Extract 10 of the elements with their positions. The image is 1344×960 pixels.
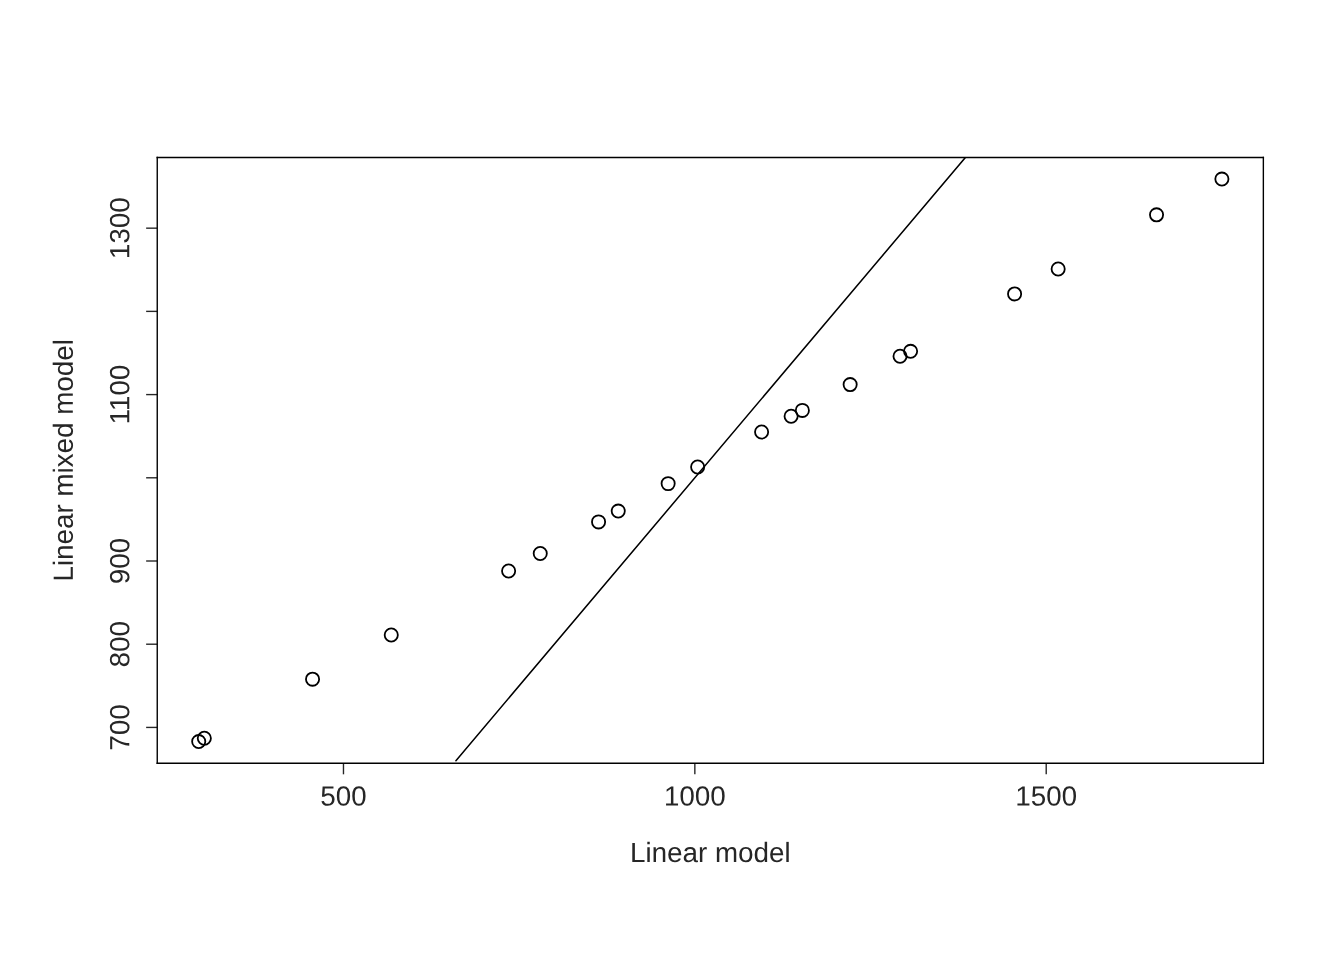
y-tick-label: 700 [109,705,130,750]
x-tick-label: 1000 [666,786,725,806]
y-tick-label: 1100 [109,365,130,423]
y-tick-label: 800 [109,622,130,667]
y-tick-label: 1300 [109,198,130,257]
x-axis-title: Linear model [632,841,789,863]
x-tick-label: 1500 [1017,786,1077,806]
y-tick-label: 900 [109,538,130,583]
y-axis-title: Linear mixed model [52,340,74,580]
x-tick-label: 500 [321,786,366,806]
